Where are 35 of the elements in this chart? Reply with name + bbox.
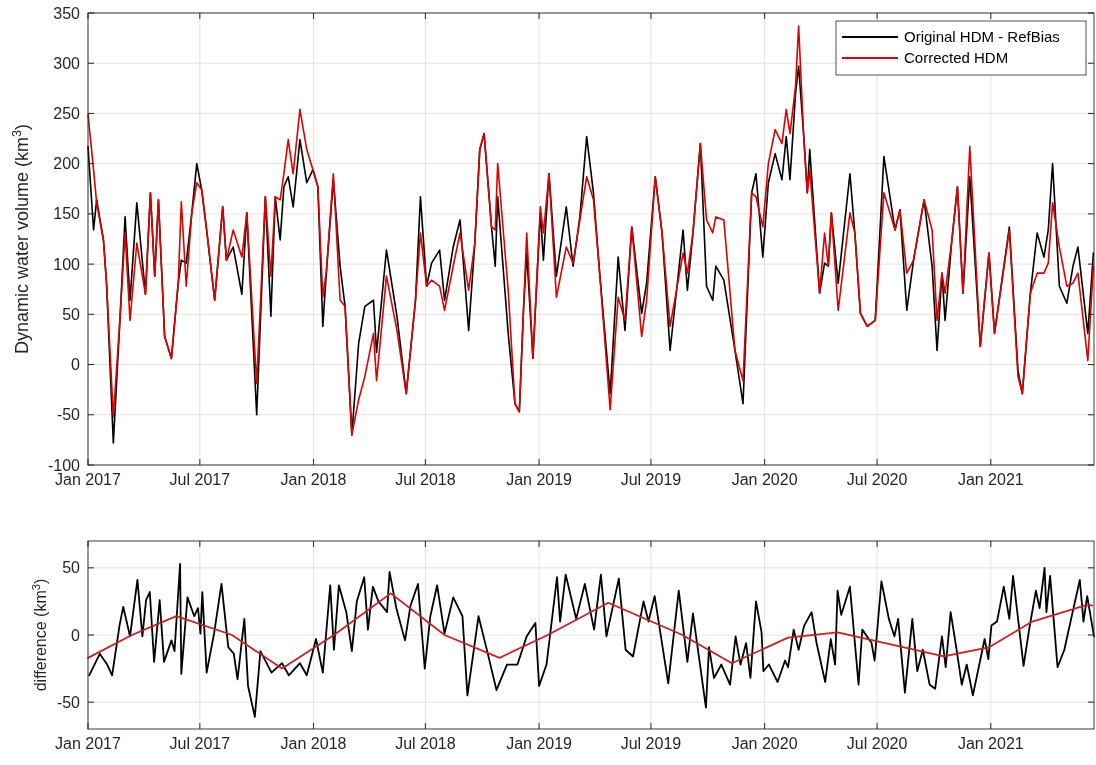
x-tick-label: Jan 2020	[731, 735, 798, 752]
x-tick-label: Jul 2019	[620, 735, 682, 752]
y-tick-label: 0	[71, 626, 81, 644]
x-tick-label: Jul 2019	[620, 471, 682, 488]
x-tick-label: Jul 2017	[169, 735, 231, 752]
x-tick-label: Jan 2018	[280, 735, 347, 752]
y-tick-label: 50	[62, 559, 81, 577]
y-tick-label: 350	[53, 4, 81, 22]
y-tick-label: -50	[56, 406, 81, 424]
x-tick-label: Jan 2017	[55, 735, 122, 752]
line-series	[87, 592, 1094, 670]
x-tick-label: Jul 2018	[395, 735, 456, 752]
y-tick-label: 0	[71, 356, 81, 374]
x-tick-label: Jan 2021	[957, 735, 1024, 752]
y-tick-label: 150	[53, 205, 81, 223]
x-tick-label: Jan 2021	[957, 471, 1024, 488]
y-tick-label: 50	[62, 305, 81, 323]
x-tick-label: Jul 2018	[395, 471, 456, 488]
legend-label: Original HDM - RefBias	[904, 28, 1060, 46]
y-tick-label: 300	[53, 54, 81, 72]
x-tick-label: Jan 2019	[506, 735, 573, 752]
x-tick-label: Jul 2020	[846, 735, 908, 752]
y-tick-label: 200	[53, 155, 81, 173]
x-tick-label: Jan 2017	[55, 471, 122, 488]
y-tick-label: 100	[53, 255, 81, 273]
y-tick-label: -100	[47, 456, 81, 474]
x-tick-label: Jul 2017	[169, 471, 231, 488]
y-tick-label: -50	[56, 693, 81, 711]
x-tick-label: Jan 2018	[280, 471, 347, 488]
x-tick-label: Jan 2020	[731, 471, 798, 488]
legend-label: Corrected HDM	[904, 49, 1009, 67]
x-tick-label: Jan 2019	[506, 471, 573, 488]
x-tick-label: Jul 2020	[846, 471, 908, 488]
y-tick-label: 250	[53, 105, 81, 123]
line-series	[88, 562, 1095, 718]
